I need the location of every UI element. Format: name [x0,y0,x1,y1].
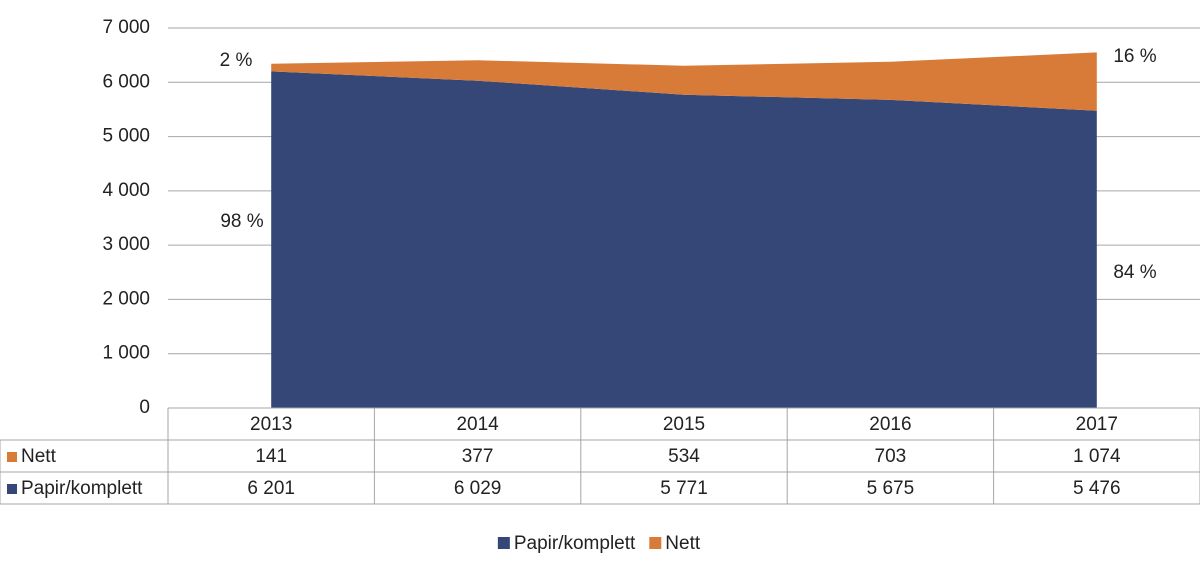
table-value: 1 074 [1073,446,1121,467]
x-tick-label: 2013 [250,414,292,435]
table-value: 534 [668,446,700,467]
legend-swatch [497,537,510,549]
area [271,71,1097,409]
area [271,52,1097,111]
x-tick-label: 2015 [663,414,705,435]
y-tick-label: 3 000 [102,234,150,255]
annotation: 2 % [220,50,253,71]
legend-swatch [7,452,17,462]
table-value: 377 [462,446,494,467]
legend-label: Papir/komplett [514,533,636,554]
table-value: 5 675 [867,478,915,499]
y-tick-label: 6 000 [102,71,150,92]
y-tick-label: 4 000 [102,180,150,201]
x-tick-label: 2016 [869,414,911,435]
legend-label: Nett [665,533,701,554]
x-tick-label: 2017 [1076,414,1118,435]
y-tick-label: 1 000 [102,343,150,364]
annotation: 98 % [220,211,263,232]
annotation: 16 % [1113,46,1156,67]
y-tick-label: 5 000 [102,126,150,147]
row-label: Papir/komplett [21,478,143,499]
table-value: 6 029 [454,478,502,499]
y-tick-label: 2 000 [102,288,150,309]
legend-swatch [7,484,17,494]
annotation: 84 % [1113,262,1156,283]
row-label: Nett [21,446,57,467]
table-value: 703 [875,446,907,467]
x-tick-label: 2014 [456,414,499,435]
table-value: 141 [255,446,287,467]
y-tick-label: 7 000 [102,17,150,38]
table-value: 6 201 [247,478,295,499]
y-tick-label: 0 [139,397,150,418]
table-value: 5 771 [660,478,708,499]
table-value: 5 476 [1073,478,1121,499]
legend-swatch [649,537,662,549]
